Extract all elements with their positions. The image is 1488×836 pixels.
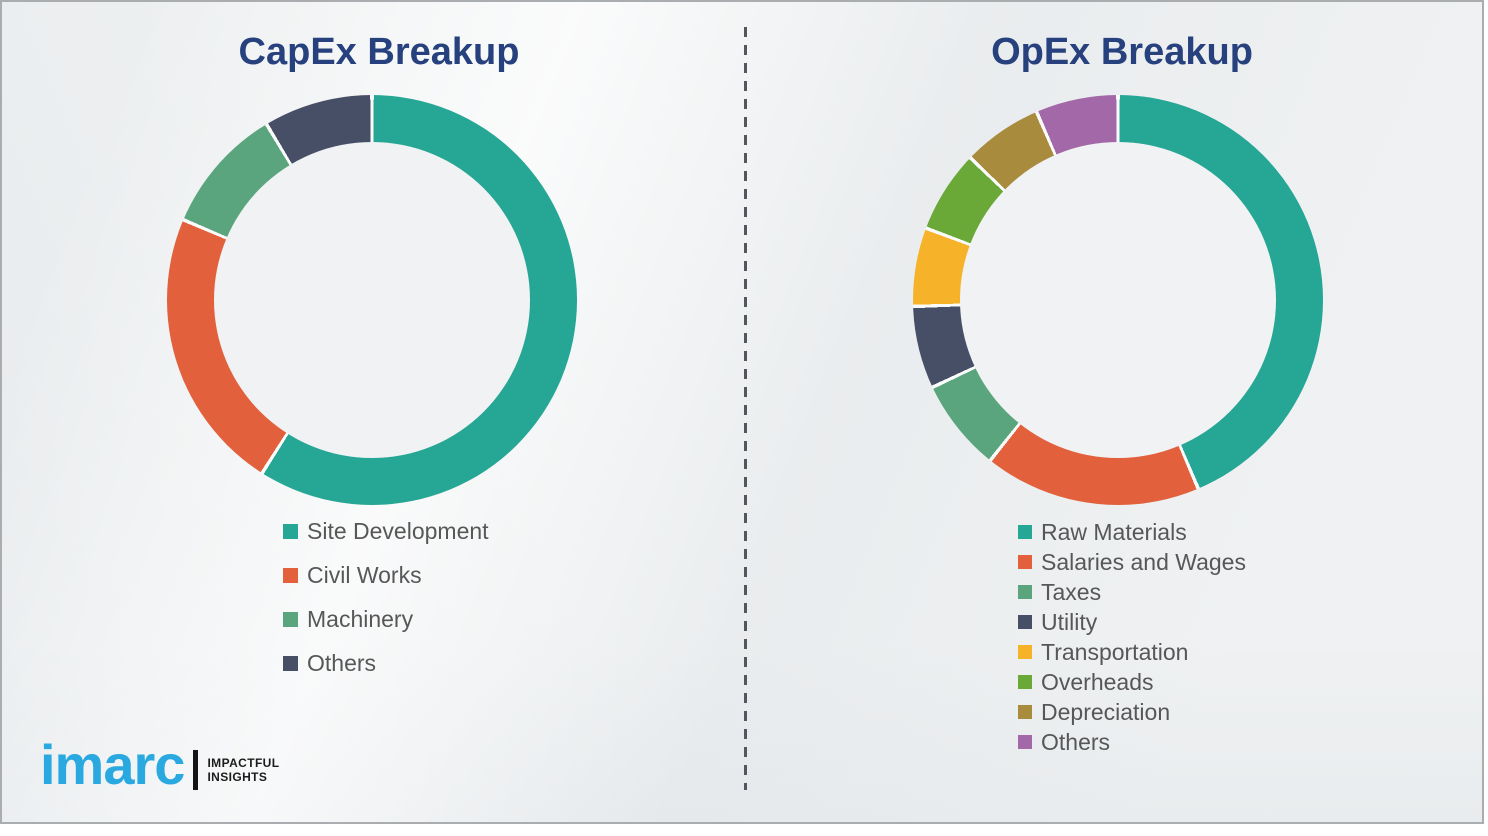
- legend-swatch-icon: [1018, 555, 1032, 569]
- legend-swatch-icon: [283, 523, 298, 539]
- legend-swatch-icon: [1018, 675, 1032, 689]
- opex-donut-chart: [913, 95, 1323, 505]
- capex-legend: Site Development Civil Works Machinery Othe…: [283, 509, 489, 685]
- legend-item: Civil Works: [283, 553, 489, 597]
- legend-swatch-icon: [1018, 645, 1032, 659]
- legend-item: Others: [1018, 727, 1246, 757]
- legend-label: Machinery: [307, 605, 414, 632]
- legend-label: Salaries and Wages: [1041, 548, 1246, 575]
- opex-chart-title: OpEx Breakup: [991, 31, 1253, 73]
- imarc-logo-tagline: IMPACTFUL INSIGHTS: [207, 756, 279, 784]
- legend-item: Site Development: [283, 509, 489, 553]
- imarc-logo-divider-bar: [193, 750, 199, 790]
- legend-swatch-icon: [283, 567, 298, 583]
- legend-swatch-icon: [1018, 585, 1032, 599]
- legend-label: Others: [307, 649, 377, 676]
- imarc-logo-tagline-line1: IMPACTFUL: [207, 756, 280, 770]
- legend-swatch-icon: [1018, 525, 1032, 539]
- legend-swatch-icon: [1018, 705, 1032, 719]
- legend-item: Overheads: [1018, 667, 1246, 697]
- legend-item: Salaries and Wages: [1018, 547, 1246, 577]
- legend-label: Utility: [1041, 608, 1098, 635]
- legend-label: Site Development: [307, 517, 489, 544]
- legend-item: Taxes: [1018, 577, 1246, 607]
- imarc-logo-wordmark: imarc: [40, 733, 185, 796]
- legend-swatch-icon: [283, 611, 298, 627]
- legend-item: Raw Materials: [1018, 517, 1246, 547]
- legend-item: Transportation: [1018, 637, 1246, 667]
- legend-label: Others: [1041, 728, 1111, 755]
- imarc-logo: imarc IMPACTFUL INSIGHTS: [40, 735, 279, 795]
- legend-item: Utility: [1018, 607, 1246, 637]
- legend-label: Raw Materials: [1041, 518, 1187, 545]
- legend-label: Taxes: [1041, 578, 1102, 605]
- legend-swatch-icon: [1018, 735, 1032, 749]
- opex-legend: Raw Materials Salaries and Wages Taxes Util…: [1018, 517, 1246, 757]
- legend-item: Others: [283, 641, 489, 685]
- legend-label: Civil Works: [307, 561, 422, 588]
- capex-chart-title: CapEx Breakup: [238, 31, 520, 73]
- legend-swatch-icon: [283, 655, 298, 671]
- legend-label: Depreciation: [1041, 698, 1171, 725]
- capex-donut-hole: [214, 142, 530, 458]
- capex-donut-chart: [167, 95, 577, 505]
- panel-divider-dashed-line: [744, 27, 747, 790]
- legend-label: Overheads: [1041, 668, 1154, 695]
- legend-item: Depreciation: [1018, 697, 1246, 727]
- legend-swatch-icon: [1018, 615, 1032, 629]
- opex-donut-hole: [960, 142, 1276, 458]
- legend-item: Machinery: [283, 597, 489, 641]
- legend-label: Transportation: [1041, 638, 1189, 665]
- imarc-logo-tagline-line2: INSIGHTS: [207, 770, 268, 784]
